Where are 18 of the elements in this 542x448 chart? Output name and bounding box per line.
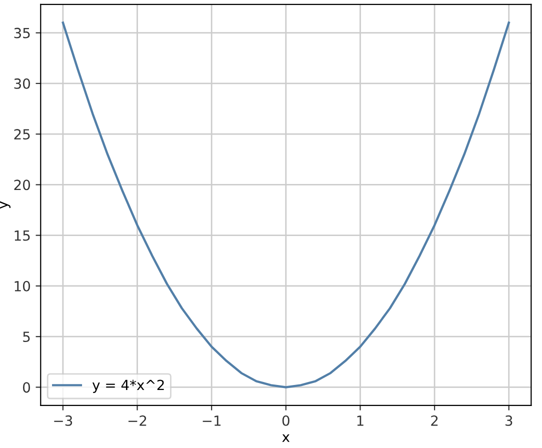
x-tick-label: 1 (357, 416, 364, 426)
y-tick-label: 5 (23, 332, 30, 342)
x-tick-label: 2 (431, 415, 438, 426)
y-tick-label: 25 (14, 129, 30, 140)
y-axis-title: y (0, 201, 10, 209)
y-tick-label: 15 (14, 230, 30, 241)
x-tick-label: −2 (128, 415, 146, 426)
x-tick-label: 3 (506, 415, 512, 426)
legend-label: y = 4*x^2 (92, 380, 164, 393)
x-axis-title: x (282, 434, 290, 442)
y-tick-label: 0 (23, 382, 30, 393)
x-tick-label: −3 (54, 415, 72, 426)
y-tick-label: 35 (14, 28, 30, 38)
y-tick-label: 20 (14, 180, 30, 190)
y-tick-label: 30 (14, 78, 30, 89)
x-tick-label: −1 (202, 416, 221, 426)
y-tick-label: 10 (14, 280, 30, 292)
x-tick-label: 0 (282, 415, 290, 426)
